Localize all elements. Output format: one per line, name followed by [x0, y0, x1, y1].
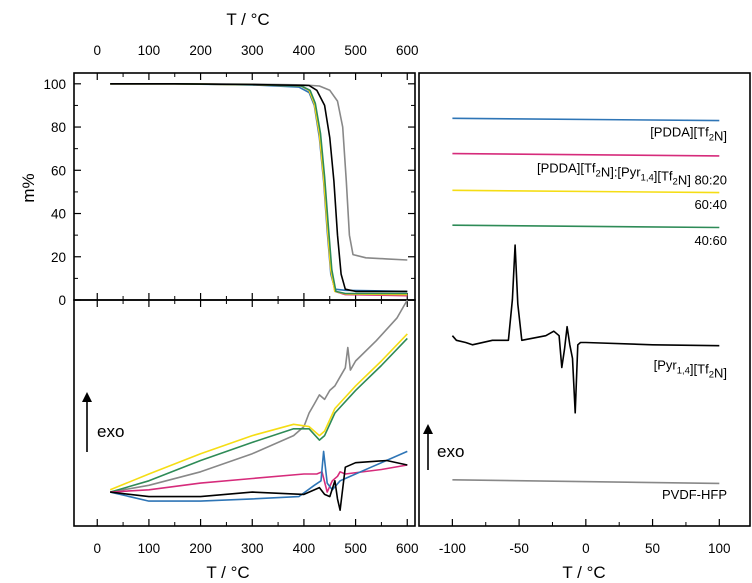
- dta-xtick-label: 400: [293, 541, 316, 556]
- dsc-series-line-2: [452, 189, 720, 194]
- dsc-xtick-label: 50: [645, 541, 660, 556]
- tga-top-xtick-label: 300: [241, 43, 264, 58]
- dta-xtick-label: 600: [396, 541, 419, 556]
- dsc-xtick-label: -50: [509, 541, 529, 556]
- dsc-xtick-label: 0: [582, 541, 590, 556]
- tga-series-line-5: [110, 83, 408, 293]
- dta-xtick-label: 200: [189, 541, 212, 556]
- dsc-series-line-0: [452, 117, 720, 122]
- tga-ytick-label: 20: [51, 250, 66, 265]
- dsc-series-line-5: [452, 479, 720, 485]
- tga-series-line-1: [110, 83, 408, 293]
- tga-ytick-label: 60: [51, 163, 66, 178]
- dsc-series-label: [Pyr1,4][Tf2N]: [654, 358, 727, 381]
- tga-series-line-4: [110, 83, 408, 295]
- dta-xtick-label: 500: [344, 541, 367, 556]
- dta-xtick-label: 300: [241, 541, 264, 556]
- dsc-xtick-label: -100: [439, 541, 466, 556]
- dsc-exo-label: exo: [437, 442, 464, 461]
- tga-top-xtick-label: 600: [396, 43, 419, 58]
- tga-ytick-label: 100: [43, 77, 66, 92]
- dta-xtick-label: 0: [93, 541, 101, 556]
- dsc-series-line-3: [452, 224, 720, 229]
- tga-ytick-label: 0: [58, 293, 66, 308]
- dsc-axes: -100 -50 0 50 100: [439, 519, 731, 556]
- tga-series: [110, 83, 408, 297]
- tga-top-xtick-label: 200: [189, 43, 212, 58]
- tga-ylabel: m%: [19, 173, 38, 202]
- dsc-panel-frame: [418, 72, 751, 527]
- tga-top-xtick-label: 500: [344, 43, 367, 58]
- dsc-series-label: 40:60: [694, 233, 727, 248]
- dta-series-line-0: [110, 299, 408, 493]
- tga-ytick-label: 40: [51, 207, 66, 222]
- dta-series-line-5: [110, 459, 408, 512]
- dsc-exo-arrowhead: [423, 424, 433, 434]
- tga-top-xlabel: T / °C: [226, 10, 269, 29]
- dsc-series-label: 60:40: [694, 197, 727, 212]
- dsc-xlabel: T / °C: [562, 563, 605, 582]
- tga-series-line-3: [110, 83, 408, 296]
- tga-series-line-0: [110, 83, 408, 261]
- tga-series-line-2: [110, 83, 408, 297]
- dsc-series-labels: [PDDA][Tf2N] [PDDA][Tf2N]:[Pyr1,4][Tf2N] …: [537, 124, 727, 501]
- dsc-xtick-label: 100: [708, 541, 731, 556]
- dta-axes: 0 100 200 300 400 500 600: [93, 300, 419, 556]
- dta-series-line-1: [109, 333, 408, 491]
- dta-series-line-4: [110, 450, 408, 502]
- dta-exo-label: exo: [97, 422, 124, 441]
- dta-series-line-2: [109, 337, 408, 493]
- dta-exo-arrowhead: [82, 392, 92, 402]
- dta-panel-frame: [73, 299, 416, 527]
- dta-xtick-label: 100: [138, 541, 161, 556]
- dta-xlabel: T / °C: [206, 563, 249, 582]
- dsc-series: [451, 117, 720, 485]
- dsc-series-label: [PDDA][Tf2N]:[Pyr1,4][Tf2N] 80:20: [537, 161, 727, 188]
- tga-top-xtick-label: 100: [138, 43, 161, 58]
- tga-ytick-label: 80: [51, 120, 66, 135]
- dta-series: [109, 299, 408, 512]
- dsc-series-label: PVDF-HFP: [662, 487, 727, 502]
- tga-axes: 0 100 200 300 400 500 600 0 20 40 60 80 100: [43, 43, 418, 308]
- dsc-series-line-1: [452, 152, 720, 157]
- tga-top-xtick-label: 0: [93, 43, 101, 58]
- tga-panel-frame: [73, 72, 416, 301]
- tga-top-xtick-label: 400: [293, 43, 316, 58]
- dsc-series-label: [PDDA][Tf2N]: [650, 124, 727, 143]
- dsc-series-line-4: [451, 244, 720, 414]
